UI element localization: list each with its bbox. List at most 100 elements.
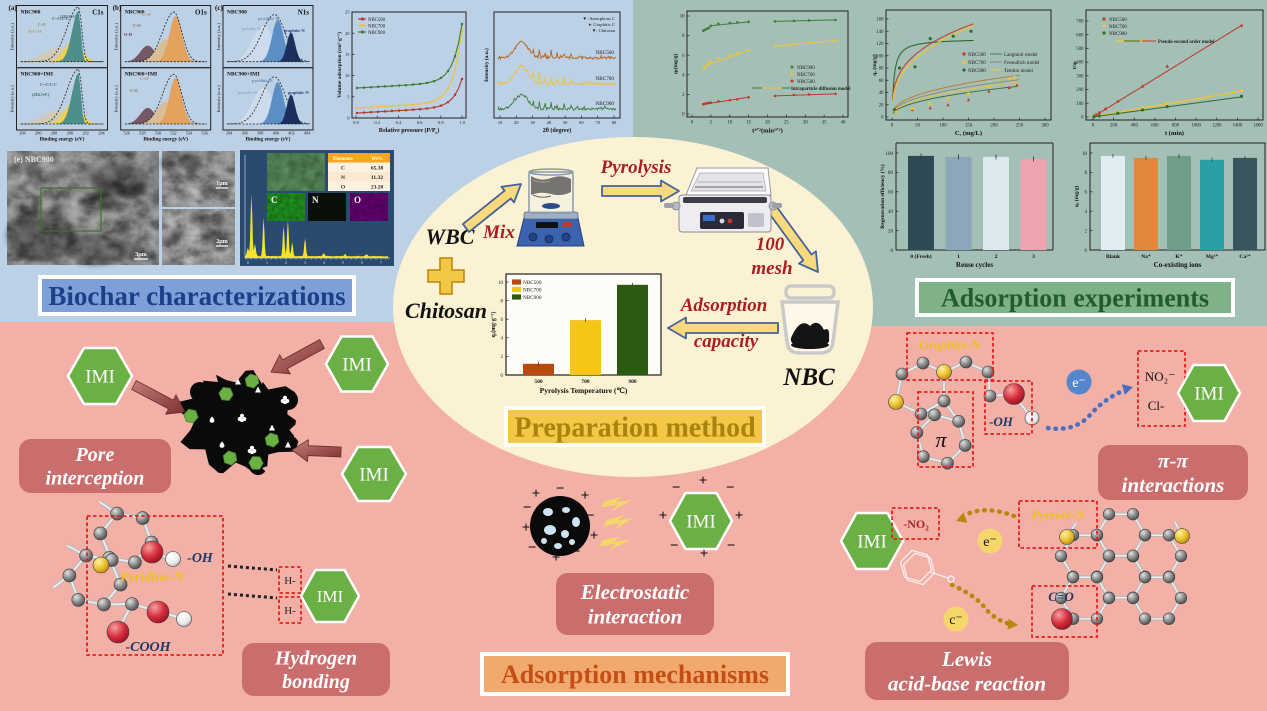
svg-text:−: −: [672, 480, 681, 496]
svg-text:396: 396: [241, 131, 247, 136]
svg-text:-NO₂: -NO₂: [903, 517, 929, 531]
svg-text:+: +: [532, 486, 541, 502]
svg-text:e⁻: e⁻: [1072, 376, 1086, 391]
svg-text:pyrrolic-N: pyrrolic-N: [238, 90, 257, 95]
svg-text:404: 404: [304, 131, 311, 136]
svg-text:IMI: IMI: [1194, 383, 1224, 404]
svg-text:+: +: [590, 528, 599, 544]
svg-text:qₜ(mg/g): qₜ(mg/g): [672, 54, 679, 74]
svg-text:−: −: [586, 508, 595, 524]
svg-text:40: 40: [888, 210, 894, 215]
svg-text:graphitic-N: graphitic-N: [284, 28, 305, 33]
svg-text:40: 40: [841, 121, 846, 126]
svg-text:(a): (a): [9, 4, 18, 12]
svg-text:1400: 1400: [1233, 124, 1243, 129]
svg-text:10: 10: [680, 15, 685, 20]
svg-text:5: 5: [342, 260, 345, 265]
svg-text:800: 800: [1172, 124, 1180, 129]
svg-text:+: +: [659, 508, 668, 524]
svg-text:290: 290: [67, 131, 73, 136]
svg-text:4: 4: [501, 337, 504, 342]
svg-text:bonding: bonding: [282, 671, 350, 693]
svg-text:Intensity (a.u.): Intensity (a.u.): [114, 85, 119, 112]
svg-text:NBC: NBC: [782, 364, 835, 391]
svg-text:150: 150: [965, 124, 973, 129]
svg-text:NBC900: NBC900: [797, 66, 815, 71]
svg-text:N1s: N1s: [298, 9, 310, 17]
svg-text:528: 528: [139, 131, 145, 136]
svg-text:10: 10: [498, 120, 503, 125]
svg-text:Adsorption mechanisms: Adsorption mechanisms: [501, 660, 769, 689]
svg-text:Pseudo-second order model: Pseudo-second order model: [1158, 40, 1215, 45]
svg-text:294: 294: [98, 131, 105, 136]
svg-text:60: 60: [879, 79, 884, 84]
svg-text:(284.8eV): (284.8eV): [60, 14, 78, 19]
svg-text:532: 532: [170, 131, 176, 136]
svg-text:0 (Fresh): 0 (Fresh): [910, 253, 931, 260]
svg-text:Hydrogen: Hydrogen: [274, 648, 357, 670]
svg-text:Adsorption experiments: Adsorption experiments: [941, 284, 1209, 313]
svg-text:NBC500: NBC500: [596, 50, 615, 56]
svg-text:5: 5: [710, 121, 713, 126]
svg-text:graphitic-N: graphitic-N: [288, 90, 309, 95]
svg-text:Intensity (a.u.): Intensity (a.u.): [10, 85, 15, 112]
svg-text:mesh: mesh: [751, 258, 792, 279]
svg-text:2θ (degree): 2θ (degree): [543, 127, 572, 134]
svg-text:Elements: Elements: [333, 157, 353, 162]
svg-text:Graphite-N: Graphite-N: [919, 337, 981, 352]
svg-text:0: 0: [891, 249, 894, 254]
svg-text:80: 80: [888, 171, 894, 176]
svg-text:Temkin model: Temkin model: [1004, 69, 1034, 74]
svg-text:IMI: IMI: [342, 354, 372, 375]
svg-text:interaction: interaction: [588, 605, 683, 629]
svg-text:qₑ (mg/g): qₑ (mg/g): [871, 54, 878, 76]
svg-text:600: 600: [1151, 124, 1159, 129]
svg-text:NBC900: NBC900: [125, 10, 145, 16]
svg-text:6: 6: [361, 260, 364, 265]
svg-text:+: +: [581, 488, 590, 504]
svg-text:60: 60: [579, 120, 584, 125]
svg-text:+: +: [700, 546, 709, 562]
svg-text:1000: 1000: [1191, 124, 1201, 129]
svg-text:1μm: 1μm: [216, 181, 227, 187]
svg-text:3: 3: [304, 260, 307, 265]
svg-text:H-: H-: [284, 605, 296, 617]
svg-text:C=O: C=O: [142, 12, 151, 17]
svg-text:qₑ(mg·g⁻¹): qₑ(mg·g⁻¹): [490, 311, 497, 337]
svg-text:-COOH: -COOH: [125, 640, 171, 655]
svg-text:35: 35: [822, 121, 827, 126]
svg-text:NBC700: NBC700: [368, 24, 386, 29]
svg-text:8: 8: [1085, 171, 1088, 176]
svg-text:394: 394: [226, 131, 233, 136]
svg-text:6: 6: [1085, 191, 1088, 196]
svg-text:Cl-: Cl-: [1148, 398, 1165, 413]
svg-text:Co-existing ions: Co-existing ions: [1154, 261, 1202, 269]
svg-text:NBC900+IMI: NBC900+IMI: [21, 72, 53, 78]
svg-text:O-C=O: O-C=O: [28, 29, 42, 34]
svg-text:c⁻: c⁻: [949, 613, 963, 628]
svg-text:500: 500: [534, 379, 543, 385]
svg-text:4: 4: [682, 73, 685, 78]
svg-text:NBC700: NBC700: [596, 76, 615, 82]
svg-text:0: 0: [1081, 116, 1084, 121]
svg-text:C=O: C=O: [140, 76, 149, 81]
svg-text:NBC500: NBC500: [1109, 18, 1127, 23]
svg-text:t (min): t (min): [1165, 130, 1184, 137]
svg-text:536: 536: [202, 131, 208, 136]
svg-text:C-O: C-O: [133, 23, 141, 28]
svg-text:NBC900: NBC900: [368, 31, 386, 36]
svg-text:Intensity (a.u.): Intensity (a.u.): [216, 85, 221, 112]
svg-text:C=C/C-C: C=C/C-C: [52, 16, 69, 21]
svg-text:2: 2: [995, 254, 998, 260]
svg-text:π-π: π-π: [1158, 448, 1188, 472]
svg-text:1: 1: [957, 254, 960, 260]
svg-text:0: 0: [682, 113, 685, 118]
svg-text:Reuse cycles: Reuse cycles: [956, 261, 993, 269]
svg-text:1600: 1600: [1253, 124, 1263, 129]
svg-text:50: 50: [563, 120, 568, 125]
svg-text:pyrrolic-N: pyrrolic-N: [242, 26, 261, 31]
svg-text:900: 900: [628, 379, 637, 385]
svg-text:Cₑ (mg/L): Cₑ (mg/L): [955, 130, 982, 137]
svg-text:300: 300: [1076, 74, 1084, 79]
svg-text:300: 300: [1041, 124, 1049, 129]
